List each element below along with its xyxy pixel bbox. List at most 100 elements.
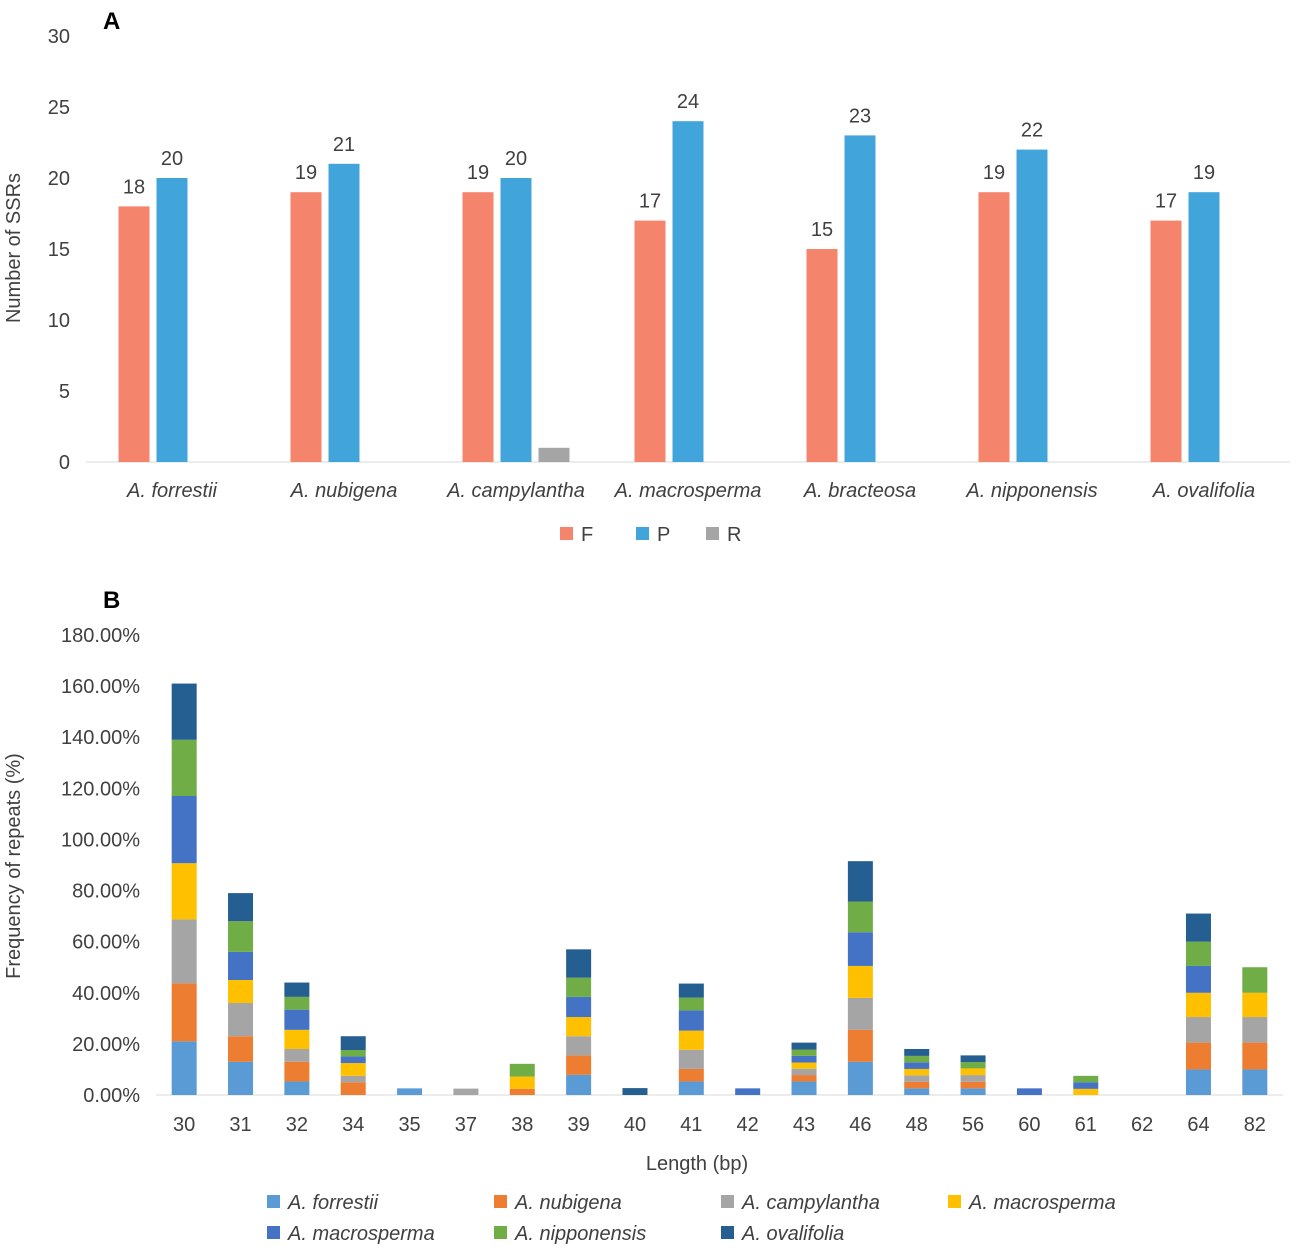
- segment-a-nipponensis-5-56: [960, 1062, 986, 1069]
- chart-a-x-ticks: A. forrestii A. nubigena A. campylantha A. …: [126, 480, 1255, 502]
- segment-a-campylantha-2-43: [791, 1068, 817, 1076]
- bar-p-a-macrosperma: [672, 121, 704, 462]
- segment-a-forrestii-0-32: [284, 1081, 310, 1095]
- segment-a-macrosperma-3-61: [1073, 1088, 1099, 1095]
- chart-b-xtick: 37: [455, 1114, 477, 1136]
- segment-a-macrosperma-3-32: [284, 1029, 310, 1049]
- segment-a-nipponensis-5-46: [847, 901, 873, 933]
- segment-a-nipponensis-5-64: [1185, 941, 1211, 966]
- bar-p-a-nubigena: [328, 163, 360, 463]
- chart-b-ytick: 80.00%: [72, 881, 140, 903]
- chart-b-x-ticks: 30 31 32 34 35 37 38 39 40 41 42 43 46 48 56 60 61 62 64 82: [173, 1114, 1266, 1136]
- segment-a-forrestii-0-43: [791, 1081, 817, 1095]
- legend-swatch-p: [636, 527, 649, 540]
- segment-a-macrosperma-4-32: [284, 1009, 310, 1030]
- data-label-f-a-forrestii: 18: [123, 176, 145, 198]
- segment-a-nipponensis-5-61: [1073, 1075, 1099, 1083]
- segment-a-macrosperma-3-41: [678, 1030, 704, 1050]
- chart-b-xtick: 82: [1244, 1114, 1266, 1136]
- segment-a-nipponensis-5-38: [509, 1063, 535, 1077]
- segment-a-campylantha-2-31: [228, 1003, 254, 1037]
- segment-a-forrestii-0-41: [678, 1081, 704, 1095]
- segment-a-nubigena-1-31: [228, 1036, 254, 1062]
- legend-swatch-a-campylantha-2: [721, 1195, 734, 1208]
- segment-a-macrosperma-3-39: [566, 1017, 592, 1037]
- segment-a-nubigena-1-56: [960, 1081, 986, 1089]
- segment-a-forrestii-0-35: [397, 1088, 423, 1095]
- segment-a-forrestii-0-82: [1242, 1069, 1268, 1095]
- chart-b-xtick: 46: [849, 1114, 871, 1136]
- chart-b-y-ticks: 0.00% 20.00% 40.00% 60.00% 80.00% 100.00% 120.…: [61, 625, 140, 1107]
- chart-a-ytick: 5: [59, 381, 70, 403]
- chart-b-ytick: 20.00%: [72, 1034, 140, 1056]
- legend-swatch-a-macrosperma-4: [267, 1226, 280, 1239]
- chart-b-ytick: 160.00%: [61, 676, 140, 698]
- legend-label-a-macrosperma-4: A. macrosperma: [287, 1223, 435, 1245]
- legend-swatch-a-nubigena-1: [494, 1195, 507, 1208]
- segment-a-macrosperma-3-31: [228, 980, 254, 1003]
- chart-a-y-ticks: 0 5 10 15 20 25 30: [48, 26, 70, 474]
- chart-a-xtick: A. campylantha: [446, 480, 585, 502]
- segment-a-campylantha-2-41: [678, 1049, 704, 1069]
- segment-a-macrosperma-3-30: [171, 863, 197, 920]
- chart-b-xtick: 48: [906, 1114, 928, 1136]
- chart-a-ytick: 25: [48, 97, 70, 119]
- chart-b-xtick: 39: [568, 1114, 590, 1136]
- segment-a-nipponensis-5-34: [340, 1050, 366, 1057]
- segment-a-macrosperma-4-46: [847, 932, 873, 966]
- segment-a-macrosperma-3-38: [509, 1076, 535, 1089]
- legend-label-a-campylantha-2: A. campylantha: [741, 1192, 880, 1214]
- chart-a-xtick: A. macrosperma: [614, 480, 762, 502]
- segment-a-macrosperma-3-56: [960, 1068, 986, 1076]
- segment-a-macrosperma-4-34: [340, 1056, 366, 1064]
- chart-b-xtick: 56: [962, 1114, 984, 1136]
- data-label-f-a-campylantha: 19: [467, 162, 489, 184]
- segment-a-nubigena-1-34: [340, 1082, 366, 1095]
- segment-a-campylantha-2-56: [960, 1075, 986, 1082]
- segment-a-forrestii-0-30: [171, 1041, 197, 1095]
- segment-a-forrestii-0-64: [1185, 1069, 1211, 1095]
- segment-a-nubigena-1-39: [566, 1055, 592, 1075]
- chart-b-xtick: 38: [511, 1114, 533, 1136]
- segment-a-campylantha-2-39: [566, 1036, 592, 1056]
- bar-f-a-nipponensis: [978, 192, 1010, 462]
- legend-label-a-nubigena-1: A. nubigena: [514, 1192, 622, 1214]
- chart-b-xtick: 64: [1187, 1114, 1209, 1136]
- data-label-f-a-nubigena: 19: [295, 162, 317, 184]
- data-label-f-a-macrosperma: 17: [639, 191, 661, 213]
- legend-swatch-f: [560, 527, 573, 540]
- chart-b-xtick: 42: [737, 1114, 759, 1136]
- data-label-p-a-nubigena: 21: [333, 134, 355, 156]
- segment-a-nubigena-1-48: [904, 1081, 930, 1089]
- segment-a-ovalifolia-6-43: [791, 1042, 817, 1050]
- chart-b: B Frequency of repeats (%) 0.00% 20.00% 40…: [3, 587, 1283, 1245]
- bar-f-a-bracteosa: [806, 249, 838, 462]
- panel-label-a: A: [103, 8, 120, 35]
- segment-a-macrosperma-3-43: [791, 1062, 817, 1069]
- bar-p-a-ovalifolia: [1188, 192, 1220, 462]
- bar-f-a-nubigena: [290, 192, 322, 462]
- bar-f-a-forrestii: [118, 206, 150, 462]
- segment-a-nubigena-1-41: [678, 1068, 704, 1082]
- segment-a-macrosperma-3-46: [847, 965, 873, 998]
- segment-a-macrosperma-3-48: [904, 1068, 930, 1076]
- segment-a-campylantha-2-64: [1185, 1017, 1211, 1043]
- segment-a-campylantha-2-34: [340, 1075, 366, 1083]
- segment-a-nipponensis-5-43: [791, 1049, 817, 1056]
- segment-a-forrestii-0-56: [960, 1088, 986, 1095]
- segment-a-campylantha-2-37: [453, 1088, 479, 1095]
- chart-a-xtick: A. forrestii: [126, 480, 218, 502]
- chart-b-legend: A. forrestii A. nubigena A. campylantha A. …: [267, 1192, 1116, 1245]
- chart-b-ytick: 100.00%: [61, 829, 140, 851]
- segment-a-forrestii-0-31: [228, 1061, 254, 1095]
- segment-a-macrosperma-4-30: [171, 796, 197, 864]
- segment-a-macrosperma-4-60: [1016, 1088, 1042, 1095]
- segment-a-nubigena-1-82: [1242, 1042, 1268, 1070]
- chart-a-ytick: 10: [48, 310, 70, 332]
- segment-a-nipponensis-5-48: [904, 1055, 930, 1063]
- bar-p-a-bracteosa: [844, 135, 876, 462]
- chart-a-xtick: A. nipponensis: [965, 480, 1097, 502]
- segment-a-nipponensis-5-39: [566, 977, 592, 997]
- data-label-p-a-ovalifolia: 19: [1193, 162, 1215, 184]
- legend-label-a-macrosperma-3: A. macrosperma: [968, 1192, 1116, 1214]
